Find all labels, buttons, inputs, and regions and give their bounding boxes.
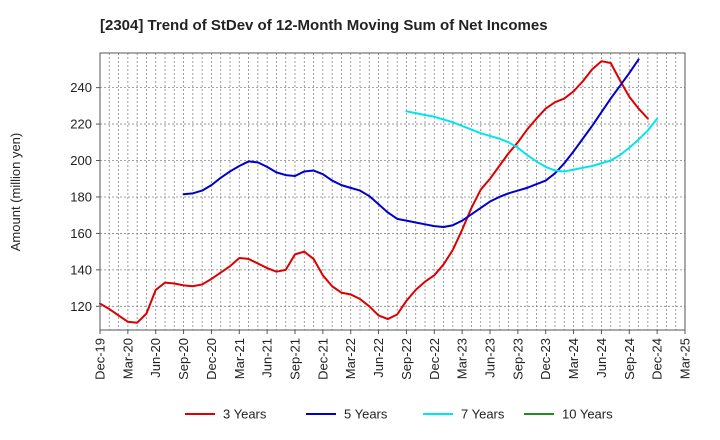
grid-lines xyxy=(100,53,685,330)
x-axis-ticks: Dec-19 Mar-20 Jun-20 Sep-20 Dec-20 Mar-21 Jun-… xyxy=(93,330,693,380)
x-tick-label: Dec-20 xyxy=(204,338,219,380)
series-line-7-years xyxy=(405,110,659,173)
x-tick-label: Jun-24 xyxy=(594,338,609,378)
y-axis-title: Amount (million yen) xyxy=(8,133,23,252)
x-tick-label: Mar-23 xyxy=(455,338,470,379)
x-tick-label: Mar-21 xyxy=(232,338,247,379)
y-tick-label: 160 xyxy=(70,226,92,241)
x-tick-label: Mar-22 xyxy=(343,338,358,379)
series-line-3-years xyxy=(99,60,649,324)
x-tick-label: Jun-20 xyxy=(148,338,163,378)
x-tick-label: Mar-24 xyxy=(566,338,581,379)
series-lines xyxy=(99,58,659,324)
y-tick-label: 180 xyxy=(70,189,92,204)
plot-frame xyxy=(99,52,686,331)
x-tick-label: Jun-21 xyxy=(260,338,275,378)
y-tick-label: 240 xyxy=(70,80,92,95)
y-tick-label: 140 xyxy=(70,262,92,277)
x-tick-label: Jun-23 xyxy=(483,338,498,378)
x-tick-label: Dec-24 xyxy=(650,338,665,380)
x-tick-label: Dec-22 xyxy=(427,338,442,380)
x-tick-label: Mar-25 xyxy=(678,338,693,379)
x-tick-label: Dec-19 xyxy=(93,338,108,380)
legend-label-10-years: 10 Years xyxy=(562,407,613,422)
chart-title: [2304] Trend of StDev of 12-Month Moving… xyxy=(100,17,548,34)
x-tick-label: Sep-22 xyxy=(399,338,414,380)
x-tick-label: Dec-23 xyxy=(538,338,553,380)
x-tick-label: Sep-24 xyxy=(622,338,637,380)
legend-label-5-years: 5 Years xyxy=(344,407,388,422)
y-tick-label: 220 xyxy=(70,117,92,132)
legend: 3 Years 5 Years 7 Years 10 Years xyxy=(185,407,613,422)
y-axis-ticks: 120 140 160 180 200 220 240 xyxy=(70,80,100,314)
x-tick-label: Dec-21 xyxy=(315,338,330,380)
legend-label-7-years: 7 Years xyxy=(461,407,505,422)
legend-label-3-years: 3 Years xyxy=(223,407,267,422)
series-line-5-years xyxy=(182,58,640,229)
x-tick-label: Sep-21 xyxy=(288,338,303,380)
x-tick-label: Sep-23 xyxy=(510,338,525,380)
x-tick-label: Jun-22 xyxy=(371,338,386,378)
x-tick-label: Mar-20 xyxy=(120,338,135,379)
y-tick-label: 200 xyxy=(70,153,92,168)
y-tick-label: 120 xyxy=(70,299,92,314)
x-tick-label: Sep-20 xyxy=(176,338,191,380)
